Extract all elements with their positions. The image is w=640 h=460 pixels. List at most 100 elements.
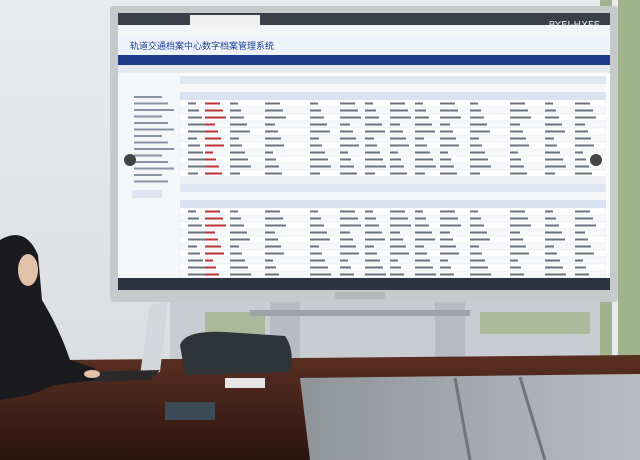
- cell-text: [545, 102, 553, 105]
- sidebar-line: [134, 174, 162, 176]
- browser-tab: [190, 15, 260, 25]
- cell-text: [205, 102, 220, 105]
- cell-text: [510, 217, 528, 220]
- cell-text: [510, 259, 518, 262]
- cell-text: [188, 245, 197, 248]
- cell-text: [470, 259, 485, 262]
- cell-text: [188, 151, 203, 154]
- cell-text: [440, 158, 451, 161]
- cell-text: [470, 116, 484, 119]
- cell-text: [390, 130, 403, 133]
- cell-text: [365, 224, 379, 227]
- cell-text: [365, 137, 374, 140]
- cell-text: [365, 217, 376, 220]
- cell-text: [265, 123, 275, 126]
- cell-text: [188, 102, 196, 105]
- cell-text: [545, 259, 560, 262]
- toolbar: [180, 192, 606, 200]
- laptop-base: [80, 370, 160, 382]
- cell-text: [340, 238, 353, 241]
- cell-text: [188, 158, 206, 161]
- cell-text: [470, 144, 482, 147]
- cell-text: [365, 123, 382, 126]
- cell-text: [265, 210, 280, 213]
- cell-text: [340, 224, 361, 227]
- cell-text: [510, 224, 531, 227]
- cell-text: [545, 224, 559, 227]
- cell-text: [575, 217, 593, 220]
- cell-text: [205, 172, 222, 175]
- cell-text: [205, 273, 219, 276]
- table-rows: [179, 99, 607, 178]
- cell-text: [365, 273, 386, 276]
- cell-text: [470, 109, 481, 112]
- cell-text: [365, 245, 374, 248]
- cell-text: [310, 224, 324, 227]
- cell-text: [365, 151, 380, 154]
- cell-text: [470, 238, 490, 241]
- cell-text: [340, 217, 358, 220]
- cell-text: [510, 102, 525, 105]
- cell-text: [310, 165, 331, 168]
- cell-text: [340, 158, 351, 161]
- cell-text: [205, 165, 219, 168]
- cell-text: [390, 158, 401, 161]
- cell-text: [545, 116, 559, 119]
- cell-text: [365, 130, 385, 133]
- cell-text: [545, 217, 556, 220]
- cell-text: [205, 252, 224, 255]
- table-rows: [179, 207, 607, 279]
- cell-text: [415, 158, 433, 161]
- cell-text: [340, 259, 348, 262]
- cell-text: [230, 259, 245, 262]
- watermark: BYEJ-HXFE: [549, 20, 600, 31]
- cell-text: [230, 210, 238, 213]
- cell-text: [575, 266, 586, 269]
- cell-text: [230, 252, 242, 255]
- cell-text: [575, 130, 588, 133]
- foreground-box: [300, 374, 640, 460]
- sidebar-line: [134, 154, 162, 157]
- cell-text: [310, 109, 321, 112]
- window-pane: [205, 312, 265, 334]
- cell-text: [265, 158, 276, 161]
- cell-text: [440, 252, 459, 255]
- cell-text: [188, 217, 199, 220]
- cell-text: [440, 102, 455, 105]
- cell-text: [440, 165, 454, 168]
- cell-text: [265, 144, 284, 147]
- cell-text: [188, 252, 200, 255]
- cell-text: [188, 224, 202, 227]
- cell-text: [390, 137, 406, 140]
- cell-text: [545, 172, 555, 175]
- stand-bar: [250, 310, 470, 316]
- cell-text: [415, 259, 430, 262]
- cell-text: [510, 231, 520, 234]
- cell-text: [575, 210, 590, 213]
- cell-text: [470, 172, 480, 175]
- cell-text: [440, 238, 453, 241]
- cell-text: [340, 172, 357, 175]
- cell-text: [575, 151, 583, 154]
- cell-text: [310, 266, 328, 269]
- toolbar: [180, 84, 606, 92]
- cell-text: [545, 266, 563, 269]
- pager: [180, 176, 606, 184]
- cell-text: [310, 123, 327, 126]
- cell-text: [575, 245, 591, 248]
- cell-text: [340, 116, 361, 119]
- cell-text: [365, 210, 373, 213]
- cell-text: [265, 266, 276, 269]
- cell-text: [365, 238, 385, 241]
- cell-text: [510, 109, 528, 112]
- cell-text: [510, 210, 525, 213]
- cell-text: [390, 102, 405, 105]
- cell-text: [265, 273, 279, 276]
- table-header: [180, 92, 606, 100]
- cell-text: [440, 116, 461, 119]
- cell-text: [545, 158, 563, 161]
- cell-text: [310, 238, 330, 241]
- cell-text: [265, 109, 283, 112]
- cell-text: [390, 123, 400, 126]
- cell-text: [390, 144, 409, 147]
